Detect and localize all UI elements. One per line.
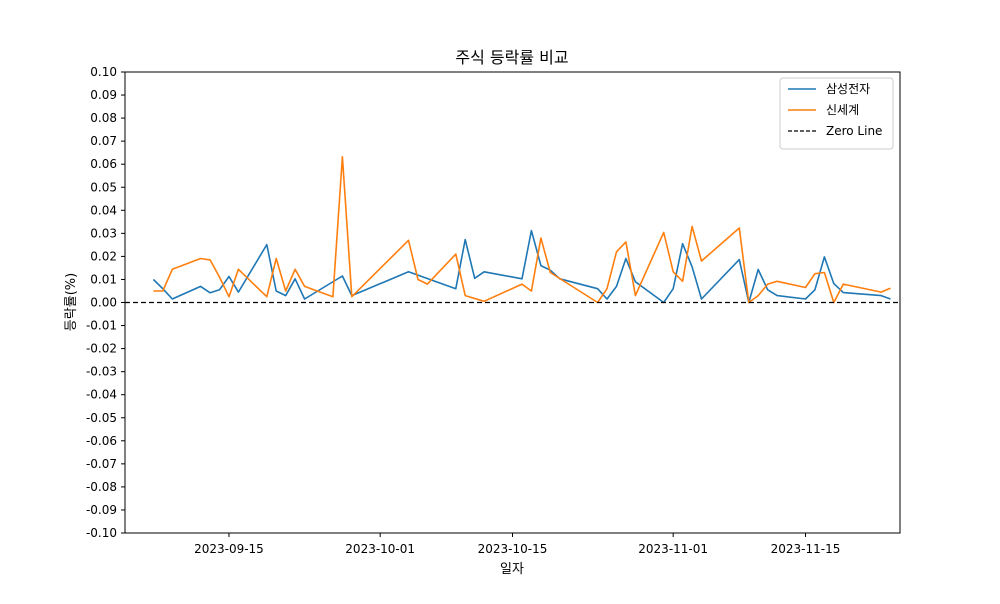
y-tick-label: 0.07 — [90, 134, 117, 148]
y-tick-label: -0.05 — [86, 411, 117, 425]
y-tick-label: -0.06 — [86, 434, 117, 448]
y-tick-label: 0.05 — [90, 180, 117, 194]
axes: 0.10 0.09 0.08 0.07 0.06 0.05 0.04 0.03 0.02 0.01… — [86, 65, 840, 556]
y-tick-label: -0.03 — [86, 365, 117, 379]
y-tick-label: 0.06 — [90, 157, 117, 171]
y-tick-label: 0.10 — [90, 65, 117, 79]
x-tick-label: 2023-10-01 — [345, 542, 415, 556]
y-tick-label: -0.08 — [86, 480, 117, 494]
x-tick-label: 2023-09-15 — [194, 542, 264, 556]
y-tick-label: 0.00 — [90, 296, 117, 310]
y-tick-label: 0.08 — [90, 111, 117, 125]
y-tick-label: -0.04 — [86, 388, 117, 402]
y-tick-label: -0.09 — [86, 503, 117, 517]
x-tick-label: 2023-10-15 — [478, 542, 548, 556]
legend-label: 삼성전자 — [826, 82, 870, 96]
y-tick-label: 0.09 — [90, 88, 117, 102]
x-tick-label: 2023-11-01 — [638, 542, 708, 556]
x-tick-label: 2023-11-15 — [771, 542, 841, 556]
legend-label: Zero Line — [826, 124, 882, 138]
chart-title: 주식 등락률 비교 — [455, 48, 568, 67]
y-tick-label: -0.02 — [86, 342, 117, 356]
y-tick-label: -0.01 — [86, 319, 117, 333]
legend-label: 신세계 — [826, 103, 859, 117]
plot-area — [125, 156, 900, 304]
y-tick-label: 0.02 — [90, 249, 117, 263]
series-line-2 — [153, 156, 891, 304]
y-tick-label: 0.01 — [90, 272, 117, 286]
y-tick-label: 0.03 — [90, 226, 117, 240]
y-tick-label: 0.04 — [90, 203, 117, 217]
x-axis-label: 일자 — [500, 562, 524, 577]
y-tick-label: -0.10 — [86, 526, 117, 540]
y-axis-label: 등락률(%) — [64, 273, 79, 331]
y-tick-label: -0.07 — [86, 457, 117, 471]
